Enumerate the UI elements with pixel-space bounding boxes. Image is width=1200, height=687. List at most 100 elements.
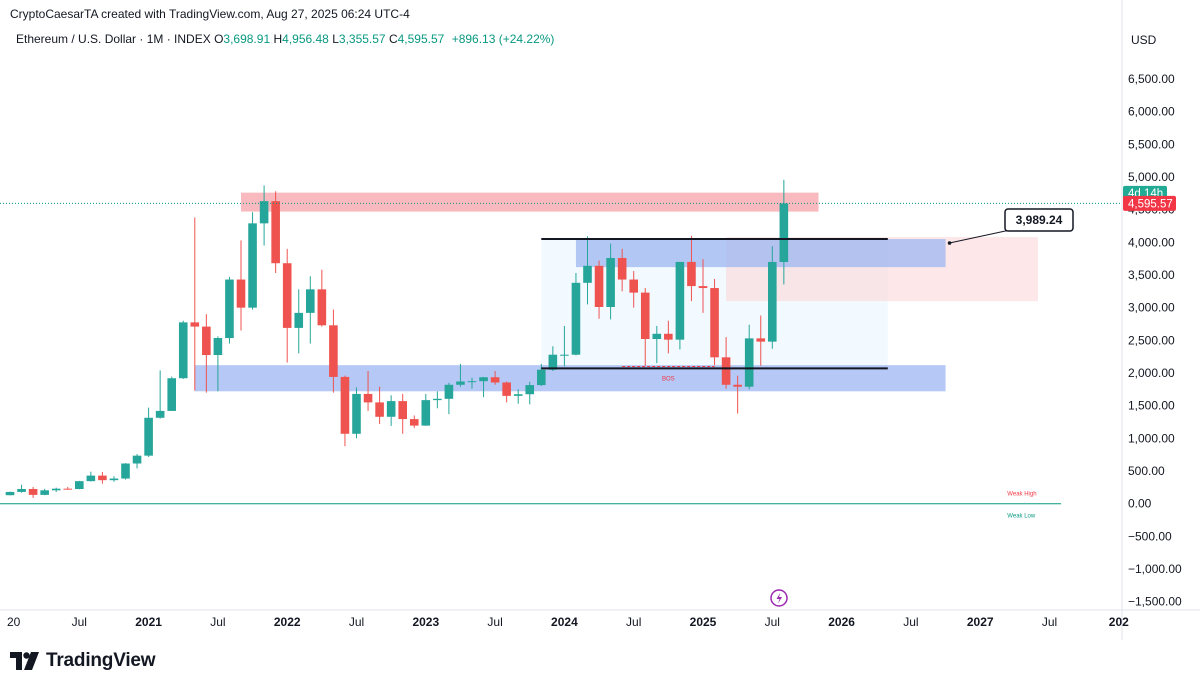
candle-down [375, 402, 384, 417]
candle-up [386, 401, 396, 417]
price-tick-label: 1,500.00 [1128, 399, 1175, 413]
time-tick-label: 2024 [551, 615, 578, 629]
candle-up [178, 322, 188, 379]
candle-up [548, 354, 558, 370]
candle-up [583, 265, 592, 283]
time-tick-label: Jul [626, 615, 641, 629]
time-tick-label: Jul [1042, 615, 1057, 629]
candle-down [363, 393, 373, 403]
candle-down [236, 279, 246, 308]
high-value: 4,956.48 [282, 32, 329, 46]
price-tick-label: 5,500.00 [1128, 137, 1175, 151]
candle-up [144, 417, 153, 456]
candle-down [329, 325, 338, 377]
tradingview-logo[interactable]: TradingView [10, 650, 156, 672]
price-tick-label: −1,000.00 [1128, 562, 1182, 576]
candle-down [629, 279, 638, 293]
candle-down [721, 357, 731, 385]
time-tick-label: Jul [487, 615, 502, 629]
candle-down [617, 257, 627, 280]
candle-down [340, 376, 350, 434]
bos-label: BOS [662, 376, 675, 382]
candle-up [652, 333, 662, 340]
candle-up [456, 381, 465, 385]
high-label: H [273, 32, 283, 46]
candle-down [698, 286, 708, 289]
candle-down [282, 263, 292, 328]
candle-up [779, 203, 789, 262]
time-tick-label: Jul [349, 615, 364, 629]
candle-down [733, 384, 742, 387]
candle-up [606, 257, 615, 307]
candle-down [398, 401, 407, 420]
time-tick-label: 2022 [274, 615, 301, 629]
open-value: 3,698.91 [223, 32, 271, 46]
symbol-name[interactable]: Ethereum / U.S. Dollar · 1M · INDEX [16, 32, 211, 46]
candle-down [687, 261, 696, 287]
price-tick-label: −500.00 [1128, 529, 1172, 543]
price-tick-label: 500.00 [1128, 464, 1165, 478]
current-price-label: 4,595.57 [1128, 198, 1173, 210]
candle-up [5, 491, 15, 496]
currency-label[interactable]: USD [1131, 33, 1157, 47]
candle-up [294, 312, 304, 328]
candle-down [63, 488, 73, 490]
candle-up [675, 261, 685, 340]
low-label: L [332, 32, 339, 46]
time-axis[interactable]: 20 Jul 2021 Jul 2022 Jul 2023 Jul 2024 Jul 2025 Jul… [7, 615, 1129, 629]
candle-up [248, 223, 257, 308]
candle-up [433, 398, 442, 401]
tradingview-logo-text: TradingView [46, 650, 156, 671]
candle-up [213, 338, 223, 356]
price-tick-label: 0.00 [1128, 497, 1152, 511]
candle-up [51, 488, 61, 491]
candle-up [444, 384, 454, 399]
candle-up [17, 488, 26, 492]
price-tick-label: −1,500.00 [1128, 595, 1182, 609]
weak-low-label: Weak Low [1007, 514, 1036, 520]
demand-zone [194, 365, 946, 392]
candle-up [352, 393, 361, 434]
weak-high-label: Weak High [1007, 492, 1036, 498]
low-value: 3,355.57 [338, 32, 386, 46]
candle-down [756, 338, 766, 342]
time-tick-label: Jul [765, 615, 780, 629]
price-tick-label: 3,000.00 [1128, 301, 1175, 315]
price-tick-label: 4,000.00 [1128, 235, 1175, 249]
time-tick-label: 2027 [967, 615, 994, 629]
price-tick-label: 1,000.00 [1128, 431, 1175, 445]
candle-up [259, 201, 269, 224]
time-tick-label: Jul [903, 615, 918, 629]
callout-pointer [949, 229, 1011, 244]
candle-down [594, 265, 604, 307]
close-value: 4,595.57 [397, 32, 445, 46]
candle-up [744, 338, 754, 387]
symbol-ohlc-legend[interactable]: Ethereum / U.S. Dollar · 1M · INDEX O3,6… [16, 32, 554, 46]
candle-up [155, 410, 165, 418]
candle-up [768, 261, 777, 342]
time-tick-label: Jul [72, 615, 87, 629]
candle-down [640, 292, 650, 340]
flash-icon[interactable] [770, 589, 788, 607]
callout-anchor [947, 241, 952, 245]
candle-up [571, 282, 581, 355]
time-tick-label: Jul [210, 615, 225, 629]
price-tick-label: 3,500.00 [1128, 268, 1175, 282]
time-tick-label: 2021 [135, 615, 162, 629]
open-label: O [214, 32, 224, 46]
supply-zone [241, 192, 819, 212]
change-value: +896.13 (+24.22%) [451, 32, 555, 46]
price-tick-label: 5,000.00 [1128, 170, 1175, 184]
price-axis[interactable]: 6,500.006,000.005,500.005,000.004,500.00… [1128, 72, 1182, 609]
callout-box [1004, 208, 1074, 232]
chart-attribution: CryptoCaesarTA created with TradingView.… [10, 7, 410, 21]
time-tick-label: 2026 [828, 615, 855, 629]
candle-down [502, 382, 511, 396]
candle-up [421, 400, 431, 426]
candle-up [86, 475, 96, 482]
candle-down [202, 326, 211, 356]
close-label: C [388, 32, 398, 46]
candle-up [479, 377, 488, 382]
candle-down [271, 201, 280, 264]
